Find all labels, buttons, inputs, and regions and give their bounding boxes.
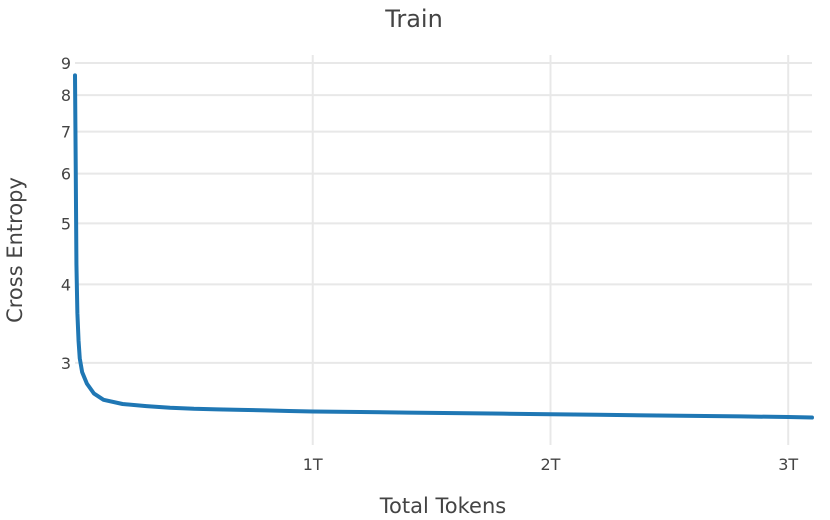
y-tick-label: 6 — [61, 165, 71, 184]
y-tick-label: 8 — [61, 86, 71, 105]
x-tick-labels: 1T 2T 3T — [303, 455, 799, 474]
y-tick-label: 9 — [61, 54, 71, 73]
y-tick-label: 5 — [61, 214, 71, 233]
series-layer — [73, 73, 814, 420]
y-axis-title: Cross Entropy — [3, 177, 27, 323]
y-gridlines — [75, 62, 812, 364]
y-tick-labels: 3 4 5 6 7 8 9 — [61, 54, 71, 373]
series-line-0 — [73, 73, 814, 420]
y-tick-label: 4 — [61, 275, 71, 294]
x-tick-label: 2T — [541, 455, 561, 474]
chart-title: Train — [384, 5, 443, 33]
x-gridlines — [311, 55, 790, 445]
x-tick-label: 3T — [778, 455, 798, 474]
x-tick-label: 1T — [303, 455, 323, 474]
y-tick-label: 7 — [61, 123, 71, 142]
x-axis-title: Total Tokens — [379, 494, 506, 518]
y-tick-label: 3 — [61, 354, 71, 373]
